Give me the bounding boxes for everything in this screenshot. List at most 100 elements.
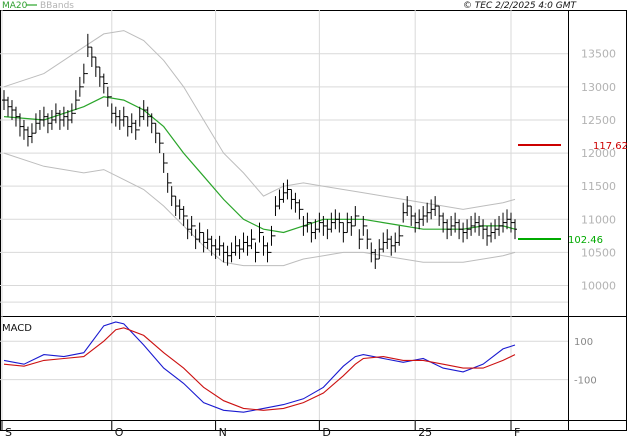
macd-y-axis: 100 -100 [574,337,597,386]
ohlc-bar [469,215,474,236]
time-axis: S O N D 25 F [1,420,520,439]
ohlc-bar [325,219,330,240]
ohlc-bar [109,96,114,124]
ohlc-bar [53,103,58,124]
macd-tick-label: 100 [574,337,593,348]
resistance-label: 117.62 [593,141,627,152]
ohlc-bar [369,238,374,263]
ohlc-bar [501,212,506,233]
ohlc-bar [401,202,406,237]
ohlc-bar [69,103,74,124]
ohlc-bar [149,113,154,134]
ohlc-bar [441,212,446,233]
ohlc-bar [173,195,178,216]
ma20-line [3,96,516,234]
ohlc-bar [61,106,66,127]
ohlc-bar [25,126,30,147]
ohlc-bar [161,142,166,173]
ohlc-bar [29,123,34,144]
ohlc-bar [181,206,186,226]
ohlc-bar [493,219,498,240]
ohlc-bar [261,232,266,256]
ohlc-bar [257,222,262,253]
ohlc-bar [189,215,194,236]
ohlc-bar [241,232,246,253]
ohlc-bar [45,113,50,134]
ohlc-bar [509,212,514,233]
ma20-path [3,96,516,234]
macd-title: MACD [2,323,32,334]
ohlc-bar [365,225,370,250]
time-tick-label: N [219,426,227,439]
ohlc-bar [269,225,274,253]
ohlc-bar [245,235,250,256]
legend-bbands: BBands [40,1,74,11]
ohlc-bar [353,206,358,227]
ohlc-bar [101,73,106,94]
ohlc-bar [2,90,6,111]
ohlc-bar [317,212,322,233]
ohlc-bar [457,219,462,240]
price-tick-label: 10000 [581,280,616,293]
ohlc-bar [89,46,94,67]
ohlc-bar [253,238,258,263]
time-tick-label: F [514,426,520,439]
ohlc-bar [209,235,214,256]
ohlc-bar [17,113,22,137]
ohlc-bar [13,106,18,127]
ohlc-bar [169,182,174,207]
ohlc-bar [345,212,350,234]
ohlc-bar [121,106,126,127]
ohlc-bar [37,110,42,130]
ohlc-bar [473,212,478,233]
ohlc-bar [445,219,450,240]
ohlc-bar [129,113,134,134]
ohlc-bar [213,239,218,260]
ohlc-bar [497,215,502,236]
ohlc-bar [321,215,326,236]
ohlc-bar [217,235,222,256]
ohlc-bar [5,96,10,117]
ohlc-bar [349,215,354,236]
support-label: 102.46 [568,235,603,246]
ohlc-bar [225,245,230,266]
ohlc-bar [201,232,206,253]
time-tick-label: O [115,426,124,439]
ohlc-bar [397,225,402,246]
ohlc-bar [329,212,334,233]
ohlc-bar [409,205,414,226]
ohlc-bar [461,222,466,243]
ohlc-bar [341,222,346,243]
ohlc-bar [309,222,314,243]
ohlc-bar [137,106,142,131]
ohlc-bar [197,222,202,243]
ohlc-bar [237,239,242,260]
ohlc-bar [337,212,342,233]
ohlc-bar [157,132,162,154]
ohlc-bar [185,215,190,240]
ohlc-bar [301,208,306,236]
ohlc-bar [73,90,78,114]
ohlc-bar [417,209,422,230]
ohlc-bar [113,106,118,127]
price-tick-label: 10500 [581,246,616,259]
ohlc-bar [285,179,290,200]
ohlc-bar [193,225,198,250]
ohlc-bar [377,239,382,260]
ohlc-bar [57,110,62,130]
ohlc-bar [313,219,318,240]
ohlc-bar [41,106,46,127]
legend-ma: MA20 [2,1,28,11]
ohlc-bar [293,192,298,213]
ohlc-bar [233,235,238,256]
ohlc-bar [485,225,490,246]
ohlc-bar [505,209,510,230]
ohlc-bar [33,113,38,134]
ohlc-bar [145,106,150,127]
ohlc-bar [421,206,426,226]
ohlc-bar [453,212,458,233]
ohlc-bar [221,242,226,263]
ohlc-bar [389,235,394,256]
bband-path [3,152,516,267]
